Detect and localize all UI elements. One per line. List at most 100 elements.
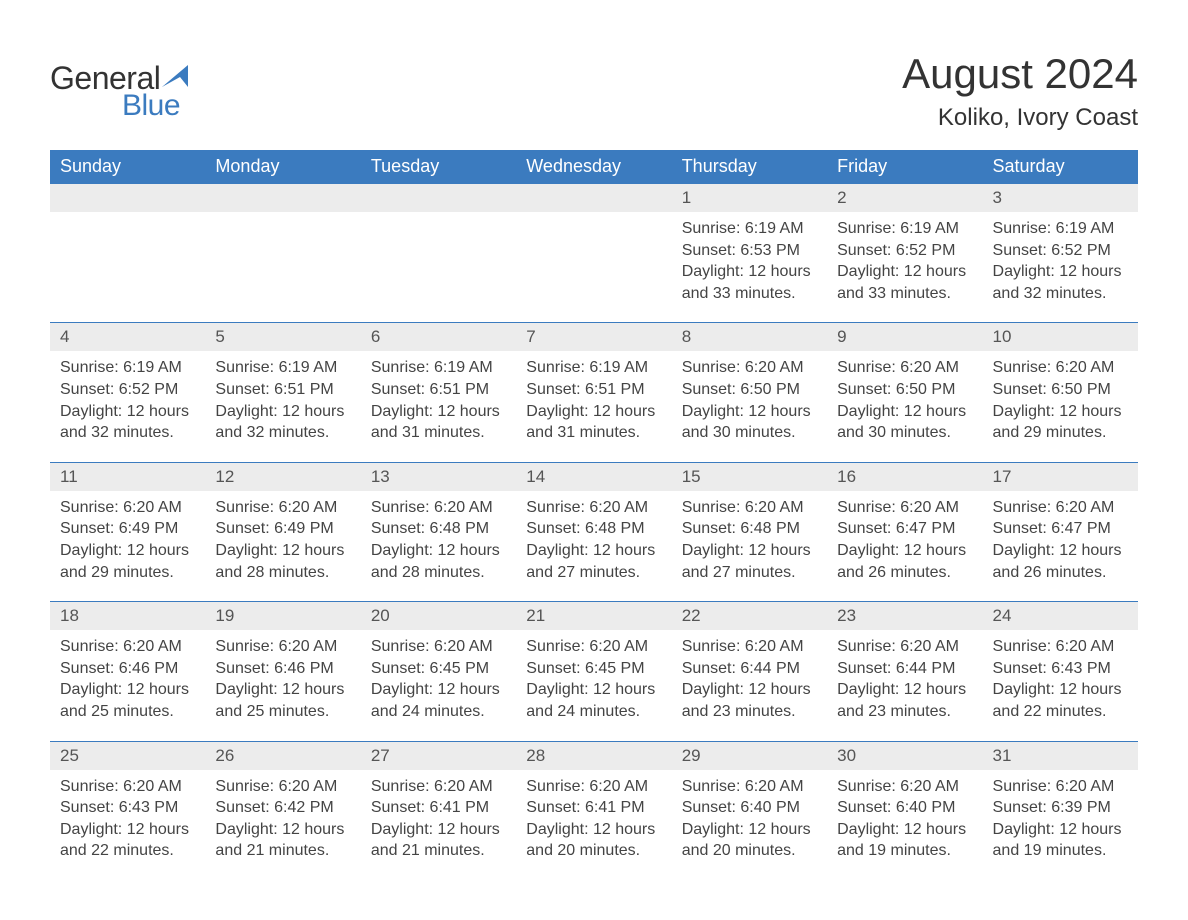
sunset-text: Sunset: 6:48 PM — [682, 518, 817, 540]
sunrise-text: Sunrise: 6:19 AM — [215, 357, 350, 379]
day-number-cell — [361, 184, 516, 213]
day-content-cell: Sunrise: 6:20 AMSunset: 6:47 PMDaylight:… — [827, 491, 982, 602]
day-content-cell: Sunrise: 6:20 AMSunset: 6:43 PMDaylight:… — [50, 770, 205, 880]
sunset-text: Sunset: 6:45 PM — [526, 658, 661, 680]
sunrise-text: Sunrise: 6:19 AM — [993, 218, 1128, 240]
day-number-cell: 30 — [827, 741, 982, 770]
sunrise-text: Sunrise: 6:20 AM — [526, 776, 661, 798]
sunrise-text: Sunrise: 6:19 AM — [60, 357, 195, 379]
daylight-text: Daylight: 12 hours and 19 minutes. — [837, 819, 972, 862]
day-content-cell: Sunrise: 6:20 AMSunset: 6:45 PMDaylight:… — [361, 630, 516, 741]
day-content-cell: Sunrise: 6:19 AMSunset: 6:53 PMDaylight:… — [672, 212, 827, 323]
day-content-cell: Sunrise: 6:20 AMSunset: 6:50 PMDaylight:… — [672, 351, 827, 462]
week-content-row: Sunrise: 6:20 AMSunset: 6:43 PMDaylight:… — [50, 770, 1138, 880]
day-number-cell: 2 — [827, 184, 982, 213]
sunset-text: Sunset: 6:52 PM — [837, 240, 972, 262]
location-label: Koliko, Ivory Coast — [902, 104, 1138, 132]
sunrise-text: Sunrise: 6:19 AM — [682, 218, 817, 240]
day-content-cell — [361, 212, 516, 323]
day-number-cell: 22 — [672, 602, 827, 631]
sunrise-text: Sunrise: 6:19 AM — [837, 218, 972, 240]
sunset-text: Sunset: 6:45 PM — [371, 658, 506, 680]
week-content-row: Sunrise: 6:20 AMSunset: 6:49 PMDaylight:… — [50, 491, 1138, 602]
sunset-text: Sunset: 6:48 PM — [526, 518, 661, 540]
day-content-cell: Sunrise: 6:20 AMSunset: 6:49 PMDaylight:… — [205, 491, 360, 602]
daylight-text: Daylight: 12 hours and 29 minutes. — [993, 401, 1128, 444]
day-content-cell: Sunrise: 6:20 AMSunset: 6:40 PMDaylight:… — [672, 770, 827, 880]
daylight-text: Daylight: 12 hours and 29 minutes. — [60, 540, 195, 583]
day-content-cell: Sunrise: 6:19 AMSunset: 6:52 PMDaylight:… — [983, 212, 1138, 323]
sunset-text: Sunset: 6:50 PM — [682, 379, 817, 401]
day-header: Sunday — [50, 150, 205, 184]
day-number-cell — [50, 184, 205, 213]
daylight-text: Daylight: 12 hours and 28 minutes. — [215, 540, 350, 583]
sunrise-text: Sunrise: 6:20 AM — [215, 636, 350, 658]
day-header: Saturday — [983, 150, 1138, 184]
week-content-row: Sunrise: 6:20 AMSunset: 6:46 PMDaylight:… — [50, 630, 1138, 741]
day-content-cell — [50, 212, 205, 323]
day-content-cell: Sunrise: 6:20 AMSunset: 6:48 PMDaylight:… — [516, 491, 671, 602]
sunrise-text: Sunrise: 6:20 AM — [215, 497, 350, 519]
day-number-cell: 29 — [672, 741, 827, 770]
sunset-text: Sunset: 6:52 PM — [993, 240, 1128, 262]
day-content-cell: Sunrise: 6:20 AMSunset: 6:48 PMDaylight:… — [672, 491, 827, 602]
sunset-text: Sunset: 6:41 PM — [526, 797, 661, 819]
day-number-cell: 15 — [672, 462, 827, 491]
sunset-text: Sunset: 6:50 PM — [993, 379, 1128, 401]
sunset-text: Sunset: 6:44 PM — [682, 658, 817, 680]
day-content-cell: Sunrise: 6:19 AMSunset: 6:52 PMDaylight:… — [50, 351, 205, 462]
day-content-cell: Sunrise: 6:20 AMSunset: 6:46 PMDaylight:… — [50, 630, 205, 741]
daylight-text: Daylight: 12 hours and 27 minutes. — [682, 540, 817, 583]
sunset-text: Sunset: 6:53 PM — [682, 240, 817, 262]
daylight-text: Daylight: 12 hours and 32 minutes. — [215, 401, 350, 444]
day-number-cell: 28 — [516, 741, 671, 770]
sunrise-text: Sunrise: 6:20 AM — [837, 357, 972, 379]
daylight-text: Daylight: 12 hours and 28 minutes. — [371, 540, 506, 583]
day-content-cell — [205, 212, 360, 323]
day-number-cell: 16 — [827, 462, 982, 491]
day-content-cell: Sunrise: 6:20 AMSunset: 6:50 PMDaylight:… — [983, 351, 1138, 462]
sunset-text: Sunset: 6:40 PM — [682, 797, 817, 819]
sunset-text: Sunset: 6:51 PM — [371, 379, 506, 401]
day-content-cell: Sunrise: 6:20 AMSunset: 6:41 PMDaylight:… — [361, 770, 516, 880]
sunrise-text: Sunrise: 6:20 AM — [60, 497, 195, 519]
sunrise-text: Sunrise: 6:20 AM — [682, 497, 817, 519]
sunrise-text: Sunrise: 6:20 AM — [215, 776, 350, 798]
sunrise-text: Sunrise: 6:20 AM — [526, 636, 661, 658]
day-content-cell: Sunrise: 6:19 AMSunset: 6:51 PMDaylight:… — [516, 351, 671, 462]
day-content-cell: Sunrise: 6:20 AMSunset: 6:44 PMDaylight:… — [672, 630, 827, 741]
daylight-text: Daylight: 12 hours and 31 minutes. — [371, 401, 506, 444]
day-content-cell: Sunrise: 6:20 AMSunset: 6:39 PMDaylight:… — [983, 770, 1138, 880]
sunset-text: Sunset: 6:39 PM — [993, 797, 1128, 819]
title-block: August 2024 Koliko, Ivory Coast — [902, 50, 1138, 132]
day-content-cell: Sunrise: 6:20 AMSunset: 6:43 PMDaylight:… — [983, 630, 1138, 741]
sunset-text: Sunset: 6:43 PM — [993, 658, 1128, 680]
sunset-text: Sunset: 6:51 PM — [526, 379, 661, 401]
day-number-cell: 8 — [672, 323, 827, 352]
day-number-cell: 10 — [983, 323, 1138, 352]
daylight-text: Daylight: 12 hours and 21 minutes. — [371, 819, 506, 862]
day-number-cell: 21 — [516, 602, 671, 631]
day-number-cell: 4 — [50, 323, 205, 352]
calendar-page: General Blue August 2024 Koliko, Ivory C… — [0, 0, 1188, 920]
sunrise-text: Sunrise: 6:20 AM — [993, 497, 1128, 519]
sunset-text: Sunset: 6:51 PM — [215, 379, 350, 401]
day-number-cell: 12 — [205, 462, 360, 491]
daylight-text: Daylight: 12 hours and 22 minutes. — [60, 819, 195, 862]
page-header: General Blue August 2024 Koliko, Ivory C… — [50, 50, 1138, 132]
sunrise-text: Sunrise: 6:20 AM — [60, 636, 195, 658]
day-number-cell: 19 — [205, 602, 360, 631]
sunset-text: Sunset: 6:50 PM — [837, 379, 972, 401]
day-number-cell: 3 — [983, 184, 1138, 213]
sunset-text: Sunset: 6:40 PM — [837, 797, 972, 819]
daylight-text: Daylight: 12 hours and 25 minutes. — [215, 679, 350, 722]
daylight-text: Daylight: 12 hours and 19 minutes. — [993, 819, 1128, 862]
day-number-cell — [516, 184, 671, 213]
sunset-text: Sunset: 6:46 PM — [60, 658, 195, 680]
day-content-cell: Sunrise: 6:20 AMSunset: 6:45 PMDaylight:… — [516, 630, 671, 741]
day-number-cell: 1 — [672, 184, 827, 213]
day-content-cell: Sunrise: 6:20 AMSunset: 6:44 PMDaylight:… — [827, 630, 982, 741]
day-content-cell: Sunrise: 6:19 AMSunset: 6:51 PMDaylight:… — [205, 351, 360, 462]
day-number-cell: 17 — [983, 462, 1138, 491]
sunset-text: Sunset: 6:42 PM — [215, 797, 350, 819]
